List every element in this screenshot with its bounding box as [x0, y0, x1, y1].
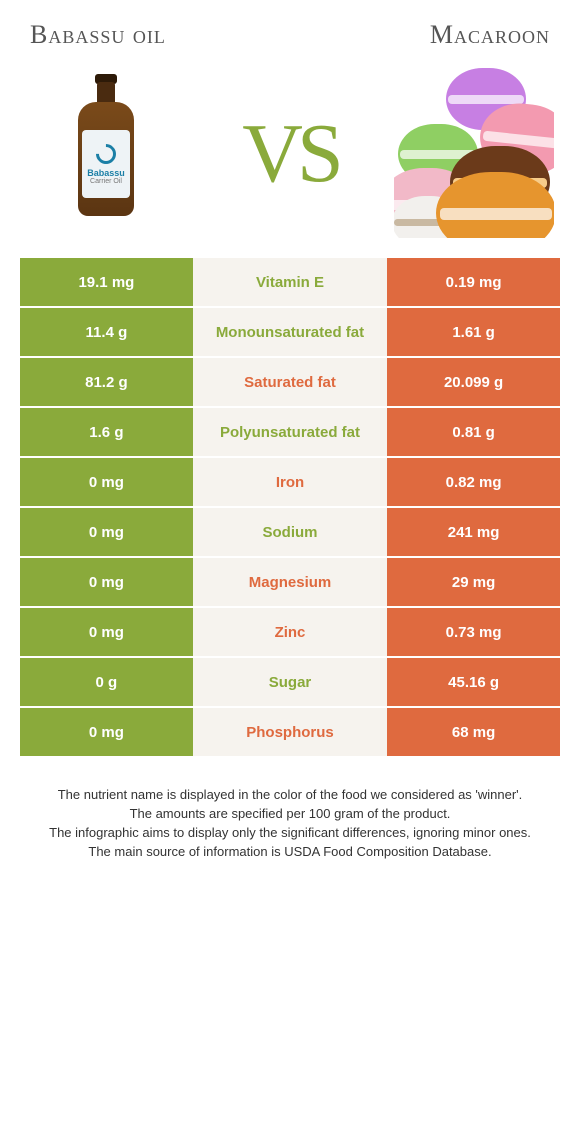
nutrient-label: Sodium: [193, 508, 387, 556]
footer-notes: The nutrient name is displayed in the co…: [20, 786, 560, 861]
footer-line: The amounts are specified per 100 gram o…: [28, 805, 552, 824]
bottle-logo-icon: [92, 139, 120, 167]
value-b: 20.099 g: [387, 358, 560, 406]
nutrient-label: Magnesium: [193, 558, 387, 606]
nutrient-label: Phosphorus: [193, 708, 387, 756]
value-b: 0.19 mg: [387, 258, 560, 306]
value-b: 29 mg: [387, 558, 560, 606]
bottle-label-1: Babassu: [87, 168, 125, 178]
comparison-table: 19.1 mgVitamin E0.19 mg11.4 gMonounsatur…: [20, 258, 560, 758]
product-b-image: [394, 68, 554, 238]
value-a: 0 mg: [20, 608, 193, 656]
table-row: 11.4 gMonounsaturated fat1.61 g: [20, 308, 560, 358]
value-b: 241 mg: [387, 508, 560, 556]
product-a-image: Babassu Carrier Oil: [26, 68, 186, 238]
hero: Babassu Carrier Oil VS: [20, 68, 560, 238]
macaroon-icon: [436, 172, 554, 238]
nutrient-label: Iron: [193, 458, 387, 506]
table-row: 1.6 gPolyunsaturated fat0.81 g: [20, 408, 560, 458]
value-b: 0.81 g: [387, 408, 560, 456]
value-a: 11.4 g: [20, 308, 193, 356]
table-row: 0 mgPhosphorus68 mg: [20, 708, 560, 758]
nutrient-label: Polyunsaturated fat: [193, 408, 387, 456]
table-row: 81.2 gSaturated fat20.099 g: [20, 358, 560, 408]
table-row: 0 mgSodium241 mg: [20, 508, 560, 558]
title-b: Macaroon: [430, 20, 550, 50]
nutrient-label: Saturated fat: [193, 358, 387, 406]
value-b: 0.73 mg: [387, 608, 560, 656]
nutrient-label: Sugar: [193, 658, 387, 706]
value-b: 0.82 mg: [387, 458, 560, 506]
value-a: 0 mg: [20, 508, 193, 556]
value-a: 1.6 g: [20, 408, 193, 456]
footer-line: The main source of information is USDA F…: [28, 843, 552, 862]
table-row: 0 mgIron0.82 mg: [20, 458, 560, 508]
value-a: 0 mg: [20, 558, 193, 606]
oil-bottle-icon: Babassu Carrier Oil: [78, 74, 134, 216]
nutrient-label: Vitamin E: [193, 258, 387, 306]
value-b: 45.16 g: [387, 658, 560, 706]
titles-bar: Babassu oil Macaroon: [20, 20, 560, 50]
table-row: 0 mgMagnesium29 mg: [20, 558, 560, 608]
value-b: 68 mg: [387, 708, 560, 756]
footer-line: The nutrient name is displayed in the co…: [28, 786, 552, 805]
nutrient-label: Monounsaturated fat: [193, 308, 387, 356]
table-row: 0 gSugar45.16 g: [20, 658, 560, 708]
value-a: 0 mg: [20, 708, 193, 756]
nutrient-label: Zinc: [193, 608, 387, 656]
footer-line: The infographic aims to display only the…: [28, 824, 552, 843]
bottle-label-2: Carrier Oil: [90, 178, 122, 185]
value-a: 0 mg: [20, 458, 193, 506]
table-row: 0 mgZinc0.73 mg: [20, 608, 560, 658]
value-a: 81.2 g: [20, 358, 193, 406]
table-row: 19.1 mgVitamin E0.19 mg: [20, 258, 560, 308]
title-a: Babassu oil: [30, 20, 166, 50]
value-b: 1.61 g: [387, 308, 560, 356]
value-a: 19.1 mg: [20, 258, 193, 306]
value-a: 0 g: [20, 658, 193, 706]
vs-label: VS: [242, 105, 337, 202]
